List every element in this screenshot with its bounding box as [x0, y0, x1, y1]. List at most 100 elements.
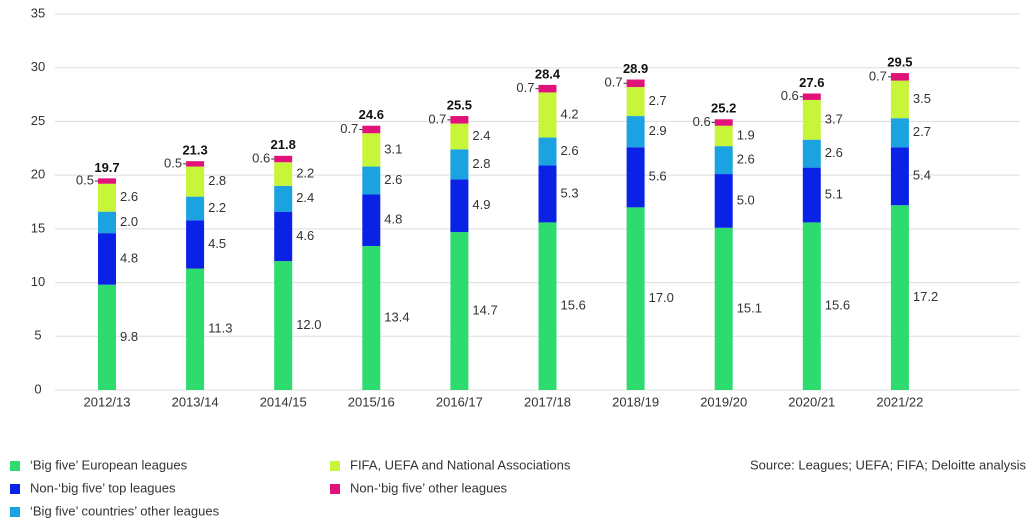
value-label: 0.5 [164, 155, 182, 170]
total-label: 24.6 [359, 107, 384, 122]
legend-swatch [330, 484, 340, 494]
value-label: 2.4 [472, 128, 490, 143]
legend-swatch [330, 461, 340, 471]
value-label: 4.5 [208, 236, 226, 251]
bar-segment [714, 119, 733, 126]
value-label: 2.7 [649, 93, 667, 108]
value-label: 14.7 [472, 302, 497, 317]
value-label: 1.9 [737, 127, 755, 142]
bar-segment [890, 205, 909, 390]
bar-segment [802, 222, 821, 390]
bar-segment [714, 227, 733, 390]
value-label: 5.4 [913, 168, 931, 183]
total-label: 25.5 [447, 97, 472, 112]
bar-segment [450, 232, 469, 390]
legend-label: Non-‘big five’ other leagues [350, 480, 508, 495]
value-label: 2.8 [472, 156, 490, 171]
value-label: 2.0 [120, 214, 138, 229]
value-label: 15.6 [561, 298, 586, 313]
bar-segment [274, 185, 293, 212]
value-label: 4.9 [472, 197, 490, 212]
value-label: 3.7 [825, 111, 843, 126]
bar-segment [714, 146, 733, 175]
total-label: 21.8 [271, 137, 296, 152]
value-label: 5.3 [561, 185, 579, 200]
bar-segment [802, 167, 821, 223]
bar-segment [714, 174, 733, 228]
bar-segment [538, 222, 557, 390]
x-tick-label: 2013/14 [172, 394, 219, 409]
legend-label: ‘Big five’ European leagues [30, 457, 188, 472]
bar-segment [450, 116, 469, 124]
bar-segment [98, 284, 116, 390]
bar-segment [186, 161, 205, 167]
value-label: 2.2 [296, 166, 314, 181]
y-tick-label: 35 [31, 5, 45, 20]
value-label: 2.9 [649, 123, 667, 138]
bar-segment [538, 165, 557, 223]
bar-segment [890, 80, 909, 119]
value-label: 0.6 [693, 114, 711, 129]
legend-swatch [10, 507, 20, 517]
x-tick-label: 2012/13 [84, 394, 131, 409]
bar-segment [98, 178, 116, 184]
bar-segment [890, 73, 909, 81]
total-label: 19.7 [94, 160, 119, 175]
value-label: 0.7 [428, 111, 446, 126]
x-tick-label: 2018/19 [612, 394, 659, 409]
value-label: 2.6 [384, 172, 402, 187]
x-tick-label: 2020/21 [788, 394, 835, 409]
value-label: 17.0 [649, 290, 674, 305]
bar-segment [98, 233, 116, 285]
value-label: 4.8 [384, 212, 402, 227]
value-label: 12.0 [296, 317, 321, 332]
bar-segment [626, 87, 645, 117]
bar-segment [362, 166, 381, 195]
bar-segment [274, 211, 293, 262]
value-label: 2.2 [208, 200, 226, 215]
x-tick-label: 2021/22 [876, 394, 923, 409]
legend-swatch [10, 484, 20, 494]
value-label: 2.6 [120, 189, 138, 204]
total-label: 29.5 [887, 55, 912, 70]
bar-segment [450, 149, 469, 180]
value-label: 0.5 [76, 172, 94, 187]
value-label: 0.7 [605, 75, 623, 90]
value-label: 0.7 [869, 68, 887, 83]
bar-segment [362, 246, 381, 390]
value-label: 4.2 [561, 106, 579, 121]
bar-segment [362, 125, 381, 134]
bar-segment [450, 179, 469, 233]
bar-segment [890, 147, 909, 206]
x-tick-label: 2017/18 [524, 394, 571, 409]
bar-segment [802, 93, 821, 100]
bar-segment [362, 194, 381, 247]
y-tick-label: 20 [31, 167, 45, 182]
value-label: 4.8 [120, 250, 138, 265]
legend-label: FIFA, UEFA and National Associations [350, 457, 571, 472]
value-label: 2.6 [825, 145, 843, 160]
bar-segment [186, 268, 205, 390]
value-label: 11.3 [208, 321, 232, 336]
total-label: 28.4 [535, 66, 561, 81]
value-label: 2.8 [208, 173, 226, 188]
value-label: 0.6 [252, 150, 270, 165]
bar-segment [186, 166, 205, 197]
bar-segment [98, 183, 116, 212]
total-label: 25.2 [711, 101, 736, 116]
bar-segment [362, 133, 381, 167]
bar-segment [626, 116, 645, 148]
y-tick-label: 30 [31, 59, 45, 74]
bar-segment [98, 211, 116, 234]
bar-segment [890, 118, 909, 148]
y-tick-label: 0 [34, 381, 41, 396]
value-label: 17.2 [913, 289, 938, 304]
x-tick-label: 2016/17 [436, 394, 483, 409]
bar-segment [538, 92, 557, 138]
bar-segment [450, 123, 469, 150]
bar-segment [274, 261, 293, 390]
value-label: 0.6 [781, 88, 799, 103]
value-label: 4.6 [296, 228, 314, 243]
value-label: 5.1 [825, 186, 843, 201]
